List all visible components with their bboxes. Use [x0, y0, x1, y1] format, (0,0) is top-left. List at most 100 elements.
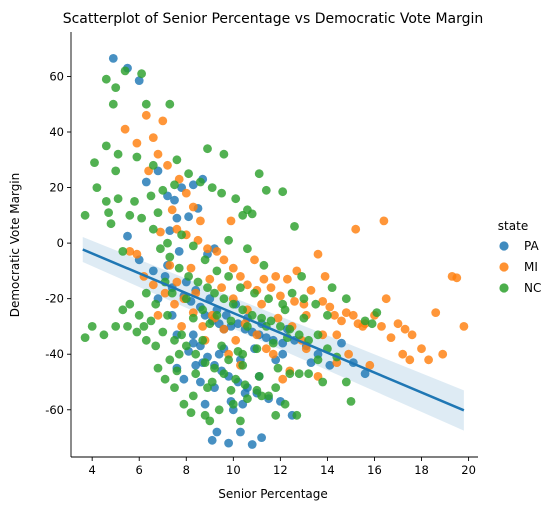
- x-tick-label: 8: [183, 463, 190, 477]
- point-mi: [170, 299, 179, 309]
- point-nc: [219, 294, 229, 304]
- point-mi: [405, 355, 415, 365]
- point-mi: [268, 349, 278, 359]
- point-mi: [163, 160, 172, 170]
- x-tick-label: 18: [414, 463, 429, 477]
- point-nc: [276, 322, 285, 331]
- point-mi: [219, 324, 229, 334]
- point-mi: [196, 216, 205, 226]
- point-mi: [386, 333, 396, 342]
- chart-title: Scatterplot of Senior Percentage vs Demo…: [63, 11, 484, 27]
- point-nc: [228, 399, 238, 409]
- point-pa: [188, 180, 198, 190]
- point-nc: [113, 194, 123, 204]
- point-mi: [148, 280, 158, 290]
- point-nc: [181, 341, 191, 351]
- point-nc: [341, 377, 351, 387]
- point-nc: [254, 372, 264, 381]
- point-nc: [200, 255, 210, 265]
- point-nc: [268, 338, 278, 348]
- point-nc: [243, 394, 252, 404]
- point-nc: [108, 99, 118, 109]
- point-mi: [226, 216, 236, 226]
- y-tick-label: -60: [45, 403, 64, 417]
- point-mi: [290, 297, 299, 306]
- point-nc: [170, 383, 179, 392]
- legend: state PA MI NC: [498, 219, 542, 295]
- point-mi: [153, 149, 163, 159]
- point-mi: [407, 330, 417, 340]
- point-nc: [165, 355, 175, 365]
- point-nc: [290, 222, 299, 231]
- point-nc: [165, 252, 175, 262]
- point-nc: [238, 210, 248, 220]
- point-nc: [104, 208, 113, 218]
- point-nc: [226, 316, 236, 326]
- point-nc: [111, 322, 121, 331]
- point-nc: [134, 310, 144, 320]
- point-pa: [278, 349, 288, 359]
- regression-line: [82, 248, 465, 412]
- point-nc: [141, 288, 151, 298]
- point-mi: [198, 322, 208, 331]
- point-mi: [160, 288, 170, 298]
- point-nc: [252, 385, 262, 395]
- point-nc: [101, 141, 111, 151]
- point-pa: [148, 266, 158, 276]
- x-tick-label: 20: [461, 463, 476, 477]
- point-pa: [108, 54, 118, 63]
- point-nc: [163, 310, 172, 320]
- point-nc: [139, 322, 149, 331]
- point-nc: [247, 310, 257, 320]
- legend-marker-pa: [499, 241, 509, 251]
- point-mi: [125, 247, 135, 256]
- y-ticks: -60 -40 -20 0 20 40 60: [45, 69, 71, 417]
- point-mi: [393, 319, 403, 329]
- point-nc: [125, 299, 135, 309]
- point-nc: [132, 327, 142, 337]
- y-tick-label: -40: [45, 347, 64, 361]
- point-nc: [87, 322, 97, 331]
- point-nc: [153, 363, 163, 373]
- point-nc: [299, 294, 309, 304]
- point-mi: [365, 360, 375, 370]
- point-nc: [153, 208, 163, 218]
- point-nc: [219, 369, 229, 379]
- point-nc: [207, 183, 217, 193]
- point-nc: [141, 335, 151, 345]
- point-nc: [236, 283, 245, 292]
- point-nc: [205, 416, 215, 426]
- point-mi: [341, 308, 351, 317]
- point-nc: [203, 383, 212, 392]
- point-nc: [219, 149, 229, 159]
- point-mi: [205, 274, 215, 284]
- point-nc: [148, 224, 158, 234]
- point-nc: [186, 408, 196, 417]
- point-nc: [158, 185, 168, 195]
- legend-label-nc: NC: [524, 281, 541, 295]
- point-nc: [198, 335, 208, 345]
- point-mi: [301, 344, 311, 354]
- point-mi: [132, 138, 142, 148]
- point-nc: [261, 185, 271, 195]
- point-mi: [186, 263, 196, 273]
- point-nc: [101, 197, 111, 206]
- x-ticks: 4 6 8 10 12 14 16 18 20: [89, 457, 476, 477]
- point-nc: [174, 263, 184, 273]
- point-nc: [184, 169, 194, 179]
- point-mi: [379, 216, 389, 226]
- point-nc: [137, 69, 147, 79]
- point-nc: [231, 194, 241, 204]
- point-pa: [172, 213, 182, 223]
- point-nc: [226, 385, 236, 395]
- point-mi: [330, 310, 339, 320]
- point-mi: [318, 297, 328, 306]
- point-nc: [113, 149, 123, 159]
- point-nc: [191, 369, 201, 379]
- point-pa: [306, 358, 316, 367]
- point-nc: [264, 294, 273, 304]
- point-mi: [236, 272, 245, 281]
- point-mi: [188, 202, 198, 212]
- point-mi: [273, 313, 283, 323]
- point-nc: [125, 210, 135, 220]
